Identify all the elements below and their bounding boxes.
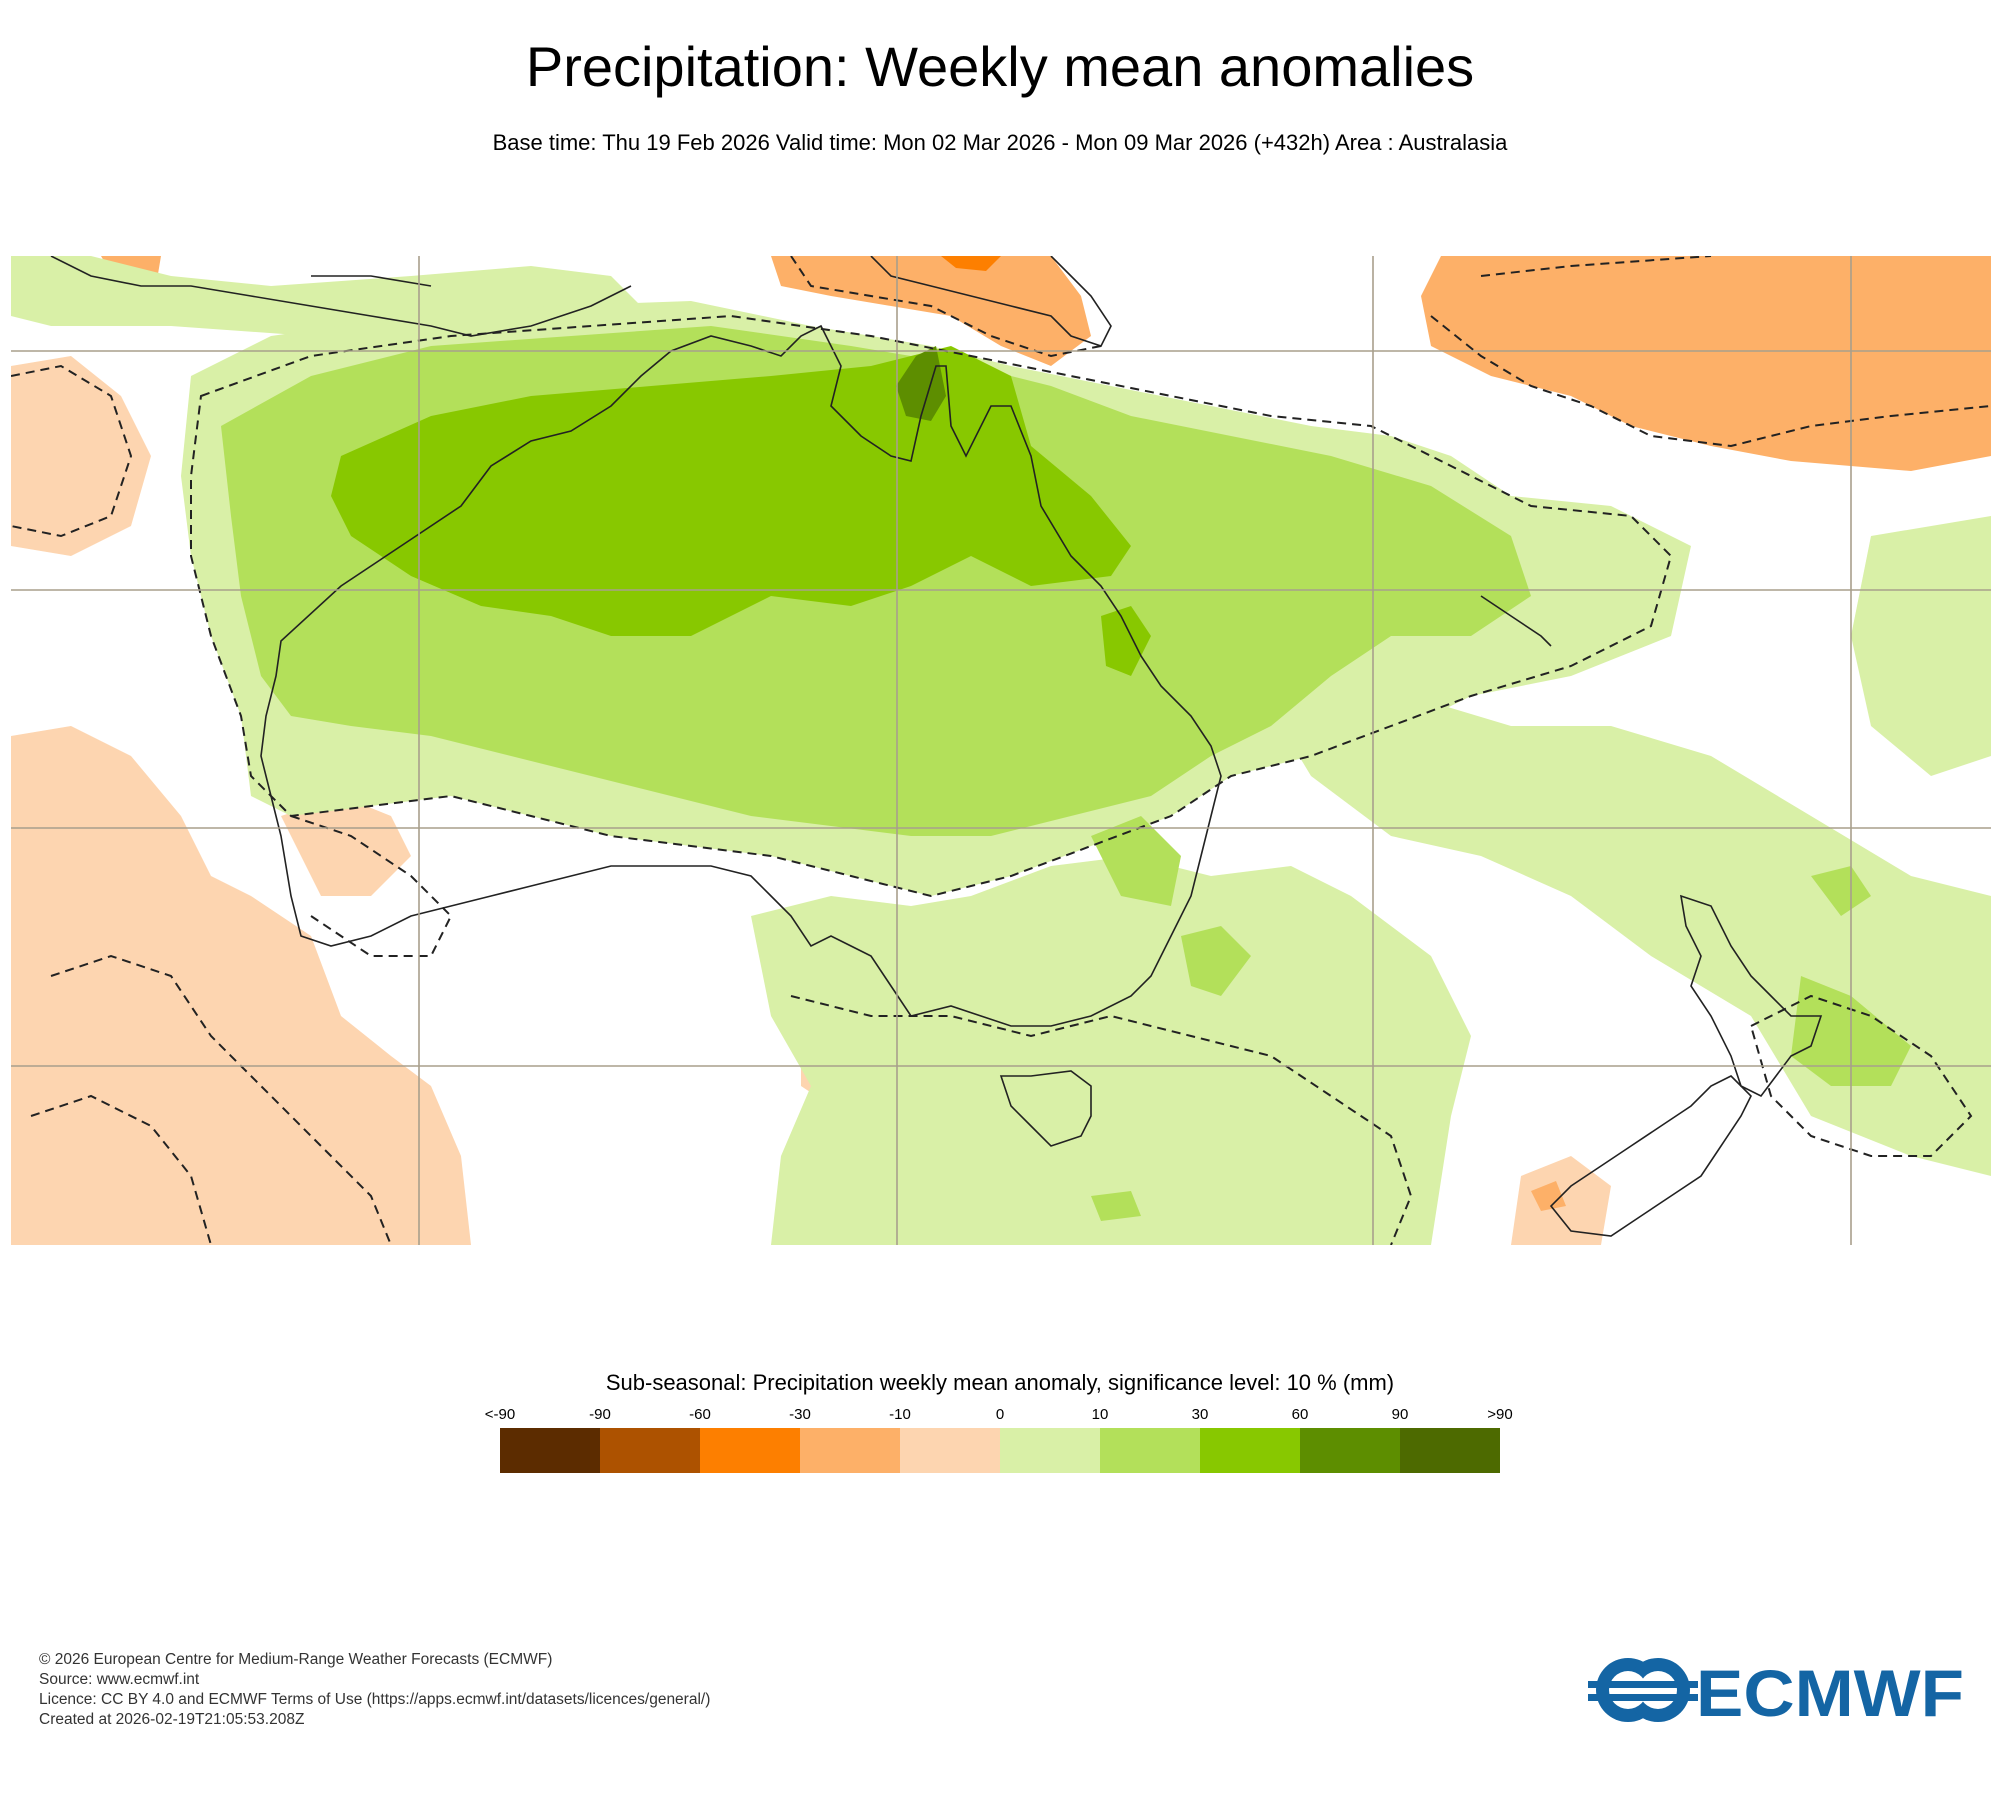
legend-tick-label: 10 xyxy=(1091,1406,1109,1423)
legend-swatch xyxy=(1400,1428,1500,1473)
tasmania-south-wet xyxy=(1091,1191,1141,1221)
gulf-wet-max xyxy=(896,346,946,421)
chart-title: Precipitation: Weekly mean anomalies xyxy=(525,35,1475,98)
west-edge-dry-area xyxy=(11,356,151,556)
sw-dry-strip xyxy=(281,796,411,896)
sw-significance-contour xyxy=(30,954,392,1245)
east-sea-wet-patch xyxy=(1181,926,1251,996)
australia-coastline xyxy=(260,324,1222,1027)
legend-tick-label: 60 xyxy=(1291,1406,1309,1423)
west-significance-contour xyxy=(11,364,133,538)
west-ocean-dry-area xyxy=(11,726,471,1245)
legend-tick-label: -60 xyxy=(689,1406,711,1423)
legend-swatch xyxy=(600,1428,700,1473)
negative-anomaly-areas xyxy=(11,256,1991,1245)
copyright-text: © 2026 European Centre for Medium-Range … xyxy=(39,1651,553,1668)
coral-sea-wet-patch xyxy=(1811,866,1871,916)
anomaly-map xyxy=(11,256,1991,1245)
png-strong-dry xyxy=(941,256,1001,271)
south-significance-contour xyxy=(790,995,1413,1245)
legend-title: Sub-seasonal: Precipitation weekly mean … xyxy=(605,1370,1395,1395)
pacific-significance-contour xyxy=(1430,256,1991,448)
png-significance-contour xyxy=(790,256,1102,358)
created-text: Created at 2026-02-19T21:05:53.208Z xyxy=(39,1711,305,1728)
legend-tick-label: -10 xyxy=(889,1406,911,1423)
licence-text: Licence: CC BY 4.0 and ECMWF Terms of Us… xyxy=(39,1691,711,1708)
ecmwf-logo-mark xyxy=(1588,1658,1698,1722)
new-guinea-coastline xyxy=(870,256,1112,347)
legend-swatch xyxy=(800,1428,900,1473)
legend-swatch xyxy=(900,1428,1000,1473)
legend-tick-label: 0 xyxy=(995,1406,1005,1423)
indonesia-coastline xyxy=(50,256,632,337)
legend-tick-label: -30 xyxy=(789,1406,811,1423)
pacific-dry-area xyxy=(1421,256,1991,471)
legend-swatch xyxy=(1000,1428,1100,1473)
legend-tick-label: -90 xyxy=(589,1406,611,1423)
legend-swatch xyxy=(700,1428,800,1473)
tasmania-coastline xyxy=(999,1070,1092,1147)
legend-swatch xyxy=(1100,1428,1200,1473)
nz-south-island-coastline xyxy=(1549,1075,1752,1237)
source-text: Source: www.ecmwf.int xyxy=(39,1671,200,1688)
legend-swatch xyxy=(1200,1428,1300,1473)
legend-tick-label: <-90 xyxy=(484,1406,516,1423)
qld-wet-blob xyxy=(1101,606,1151,676)
legend-swatch xyxy=(500,1428,600,1473)
positive-anomaly-areas xyxy=(11,256,1991,1245)
main-significance-contour xyxy=(190,314,1673,898)
coastlines xyxy=(50,256,1823,1237)
legend-color-bar xyxy=(500,1428,1500,1473)
chart-subtitle: Base time: Thu 19 Feb 2026 Valid time: M… xyxy=(492,130,1508,155)
legend-tick-label: >90 xyxy=(1487,1406,1513,1423)
legend-labels: <-90 -90 -60 -30 -10 0 10 30 60 90 >90 xyxy=(0,1406,2000,1428)
footer: © 2026 European Centre for Medium-Range … xyxy=(39,1650,710,1730)
legend-swatch xyxy=(1300,1428,1400,1473)
new-caledonia-coastline xyxy=(1480,595,1552,647)
ecmwf-logo-text: ECMWF xyxy=(1696,1656,1964,1730)
graticule xyxy=(11,256,1991,1245)
south-wet-area xyxy=(751,856,1471,1245)
nz-south-dry-strong xyxy=(1531,1181,1566,1211)
png-dry-area xyxy=(771,256,1091,366)
east-edge-wet xyxy=(1851,516,1991,776)
significance-contours xyxy=(11,256,1991,1245)
legend-tick-label: 30 xyxy=(1191,1406,1209,1423)
nz-significance-contour xyxy=(1749,994,1973,1157)
nz-north-island-coastline xyxy=(1679,894,1823,1098)
legend-tick-label: 90 xyxy=(1391,1406,1409,1423)
ecmwf-logo: ECMWF xyxy=(1588,1656,1964,1730)
central-significance-contour xyxy=(290,815,453,957)
